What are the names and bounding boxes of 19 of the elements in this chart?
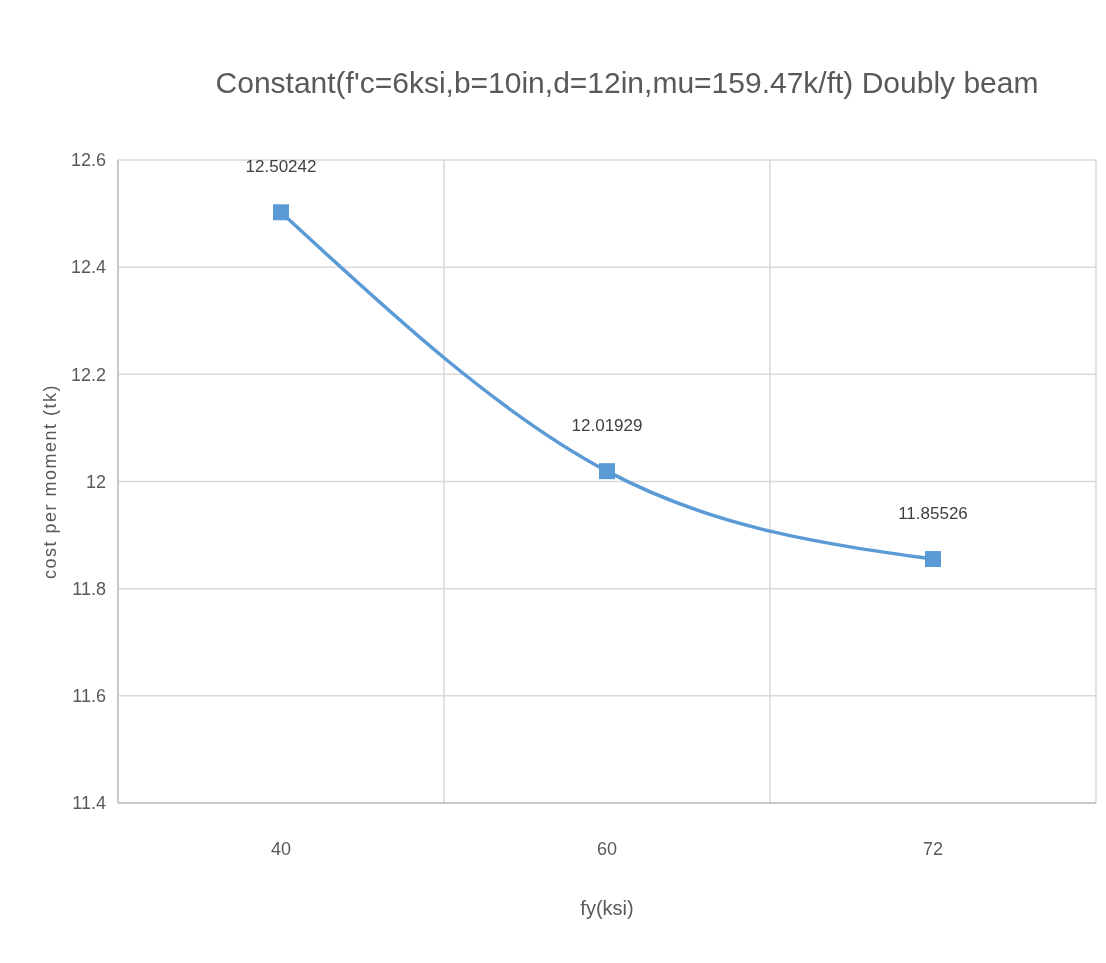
data-label: 11.85526 bbox=[898, 504, 968, 524]
y-tick-label: 12.2 bbox=[70, 364, 106, 385]
data-label: 12.50242 bbox=[245, 157, 317, 177]
data-label: 12.01929 bbox=[571, 416, 643, 436]
y-tick-label: 11.8 bbox=[72, 578, 106, 599]
point bbox=[599, 463, 615, 480]
point bbox=[273, 204, 289, 221]
x-tick-label: 60 bbox=[596, 839, 618, 859]
x-tick-label: 40 bbox=[270, 839, 292, 859]
point bbox=[925, 551, 941, 568]
x-axis-title: fy(ksi) bbox=[580, 897, 634, 919]
y-tick-label: 11.4 bbox=[72, 793, 106, 814]
y-axis-title: cost per moment (tk) bbox=[40, 383, 60, 580]
y-tick-label: 12.6 bbox=[70, 150, 106, 171]
y-tick-label: 12 bbox=[85, 471, 106, 492]
x-tick-label: 72 bbox=[922, 839, 944, 859]
y-tick-label: 12.4 bbox=[70, 257, 106, 278]
y-tick-label: 11.6 bbox=[72, 686, 106, 707]
chart-title: Constant(f'c=6ksi,b=10in,d=12in,mu=159.47k/ft) Doubly beam bbox=[215, 66, 1039, 99]
